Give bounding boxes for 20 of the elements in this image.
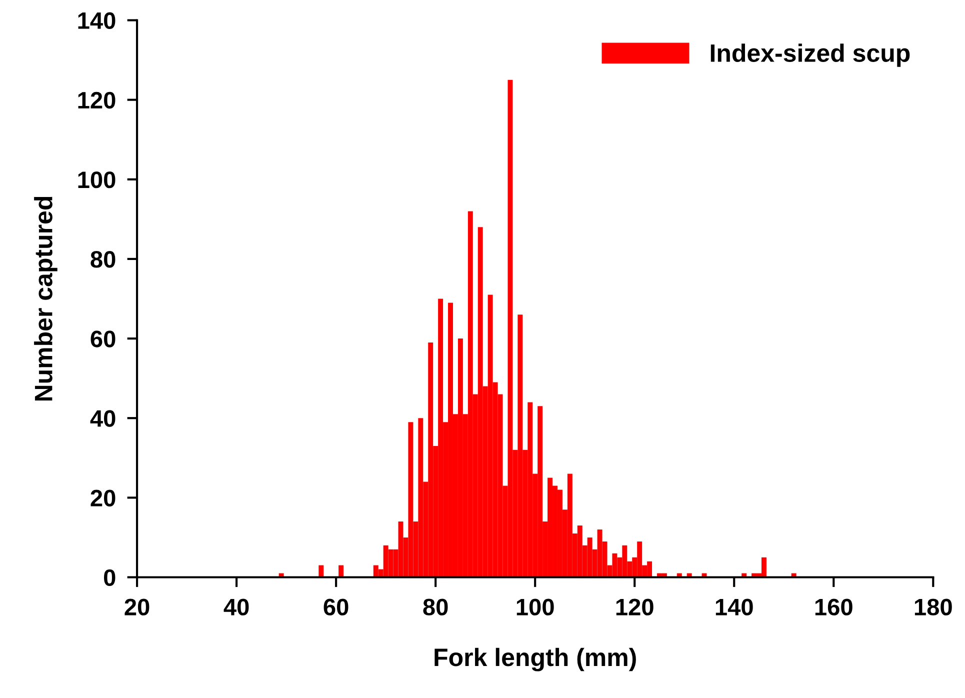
x-axis-title: Fork length (mm) [434,648,636,672]
y-axis-title: Number captured [34,196,58,401]
x-tick-label: 40 [224,598,249,616]
y-tick-label: 80 [90,251,116,268]
x-tick-label: 180 [914,598,952,616]
x-tick-label: 80 [423,598,448,616]
y-tick-label: 40 [90,410,116,427]
y-tick-label: 0 [104,569,116,586]
x-tick-label: 100 [516,598,554,616]
y-tick-label: 60 [90,330,116,348]
x-tick-label: 120 [616,598,654,616]
y-tick-label: 120 [78,92,116,109]
x-tick-label: 160 [815,598,852,616]
x-tick-label: 140 [716,598,753,616]
y-tick-label: 100 [78,171,116,188]
y-tick-label: 140 [78,12,116,30]
y-tick-label: 20 [90,490,116,506]
x-tick-label: 60 [324,598,348,616]
legend-label: Index-sized scup [710,44,910,67]
x-tick-label: 20 [124,598,150,616]
